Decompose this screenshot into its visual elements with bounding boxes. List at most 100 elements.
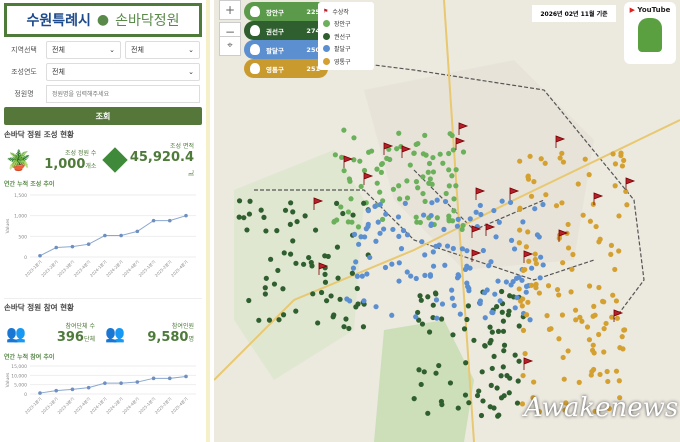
garden-marker (266, 317, 273, 323)
garden-marker (457, 311, 463, 317)
garden-marker (421, 369, 427, 375)
garden-marker (528, 193, 535, 199)
garden-marker (495, 278, 501, 284)
garden-marker (430, 154, 436, 161)
garden-marker (450, 245, 456, 252)
garden-marker (623, 188, 629, 195)
region-select-1[interactable]: 전체 ⌄ (46, 41, 121, 59)
garden-marker (536, 290, 542, 296)
garden-marker (471, 337, 477, 343)
district-filter-1[interactable]: 권선구 274 (244, 21, 328, 40)
garden-name-input[interactable] (46, 85, 200, 103)
region-select-2[interactable]: 전체 ⌄ (125, 41, 200, 59)
garden-marker (454, 223, 461, 229)
garden-marker (493, 234, 499, 240)
garden-marker (451, 196, 457, 202)
youtube-button[interactable]: ▶ YouTube (624, 2, 676, 64)
garden-marker (513, 275, 520, 281)
award-flag-icon (509, 187, 520, 200)
garden-marker (338, 204, 344, 210)
y-tick-label: 10,000 (11, 373, 27, 379)
legend-dot (323, 32, 330, 40)
garden-marker (516, 286, 522, 292)
garden-marker (449, 295, 455, 301)
garden-marker (421, 212, 427, 218)
map-area (234, 150, 364, 380)
district-filter-0[interactable]: 장안구 225 (244, 2, 328, 21)
award-flag-icon (613, 309, 624, 322)
award-flag-icon (471, 225, 482, 238)
garden-marker (339, 154, 345, 160)
garden-marker (538, 254, 544, 260)
search-button[interactable]: 조회 (4, 107, 202, 125)
garden-marker (308, 259, 314, 266)
garden-marker (334, 244, 341, 250)
garden-marker (554, 286, 561, 293)
y-tick-label: 500 (18, 234, 27, 240)
award-flag-icon (343, 155, 354, 168)
garden-marker (395, 214, 402, 220)
garden-marker (280, 286, 286, 292)
district-filter-2[interactable]: 팔달구 250 (244, 40, 328, 59)
garden-marker (489, 329, 495, 335)
garden-marker (464, 248, 470, 254)
garden-marker (590, 342, 596, 348)
district-count: 274 (306, 26, 320, 35)
garden-marker (608, 242, 615, 249)
garden-marker (384, 155, 390, 161)
garden-marker (415, 185, 421, 191)
district-filter-3[interactable]: 영통구 251 (244, 59, 328, 78)
series-line (39, 215, 187, 257)
garden-marker (246, 211, 253, 217)
garden-marker (282, 207, 289, 213)
garden-marker (451, 302, 457, 309)
map[interactable]: + − ⌖ 장안구 225 권선구 274 팔달구 250 영통구 251 ⚑ 수상작 장안구 권선… (214, 0, 680, 442)
garden-marker (422, 252, 428, 258)
year-select[interactable]: 전체 ⌄ (46, 63, 200, 81)
garden-marker (427, 272, 433, 278)
leaf-icon (250, 44, 260, 55)
garden-marker (570, 251, 576, 258)
map-canvas[interactable] (214, 0, 680, 442)
y-axis-label: Values (5, 372, 11, 387)
chart2-title: 연간 누적 참여 추이 (4, 354, 55, 361)
garden-marker (597, 371, 603, 378)
garden-marker (263, 228, 269, 234)
garden-marker (430, 169, 437, 175)
legend-label: 수상작 (332, 8, 349, 16)
garden-marker (419, 321, 426, 327)
garden-marker (353, 304, 359, 310)
garden-marker (466, 288, 472, 294)
garden-marker (464, 316, 470, 323)
youtube-label: YouTube (637, 6, 671, 14)
garden-marker (484, 287, 490, 293)
garden-marker (601, 326, 607, 332)
garden-marker (596, 284, 602, 291)
garden-marker (617, 395, 623, 401)
garden-marker (619, 334, 625, 340)
garden-marker (512, 305, 518, 311)
location-icon[interactable]: ⌖ (219, 36, 241, 56)
garden-marker (501, 348, 507, 354)
data-point (103, 381, 107, 385)
garden-marker (450, 332, 456, 338)
garden-marker (612, 183, 618, 189)
garden-marker (425, 410, 431, 416)
garden-marker (525, 173, 531, 179)
garden-marker (500, 318, 507, 324)
garden-marker (323, 298, 330, 304)
garden-marker (446, 150, 452, 157)
leaf-icon (250, 63, 260, 74)
zoom-in-button[interactable]: + (219, 0, 241, 20)
garden-marker (499, 198, 505, 204)
garden-marker (532, 251, 538, 257)
award-flag-icon (313, 197, 324, 210)
garden-marker (446, 167, 452, 173)
garden-marker (310, 291, 316, 297)
garden-marker (372, 203, 378, 209)
garden-marker (489, 309, 495, 315)
garden-marker (287, 251, 294, 257)
garden-marker (596, 331, 602, 338)
y-tick-label: 1,500 (14, 193, 27, 199)
count-label: 조성 정원 수 (65, 150, 97, 157)
